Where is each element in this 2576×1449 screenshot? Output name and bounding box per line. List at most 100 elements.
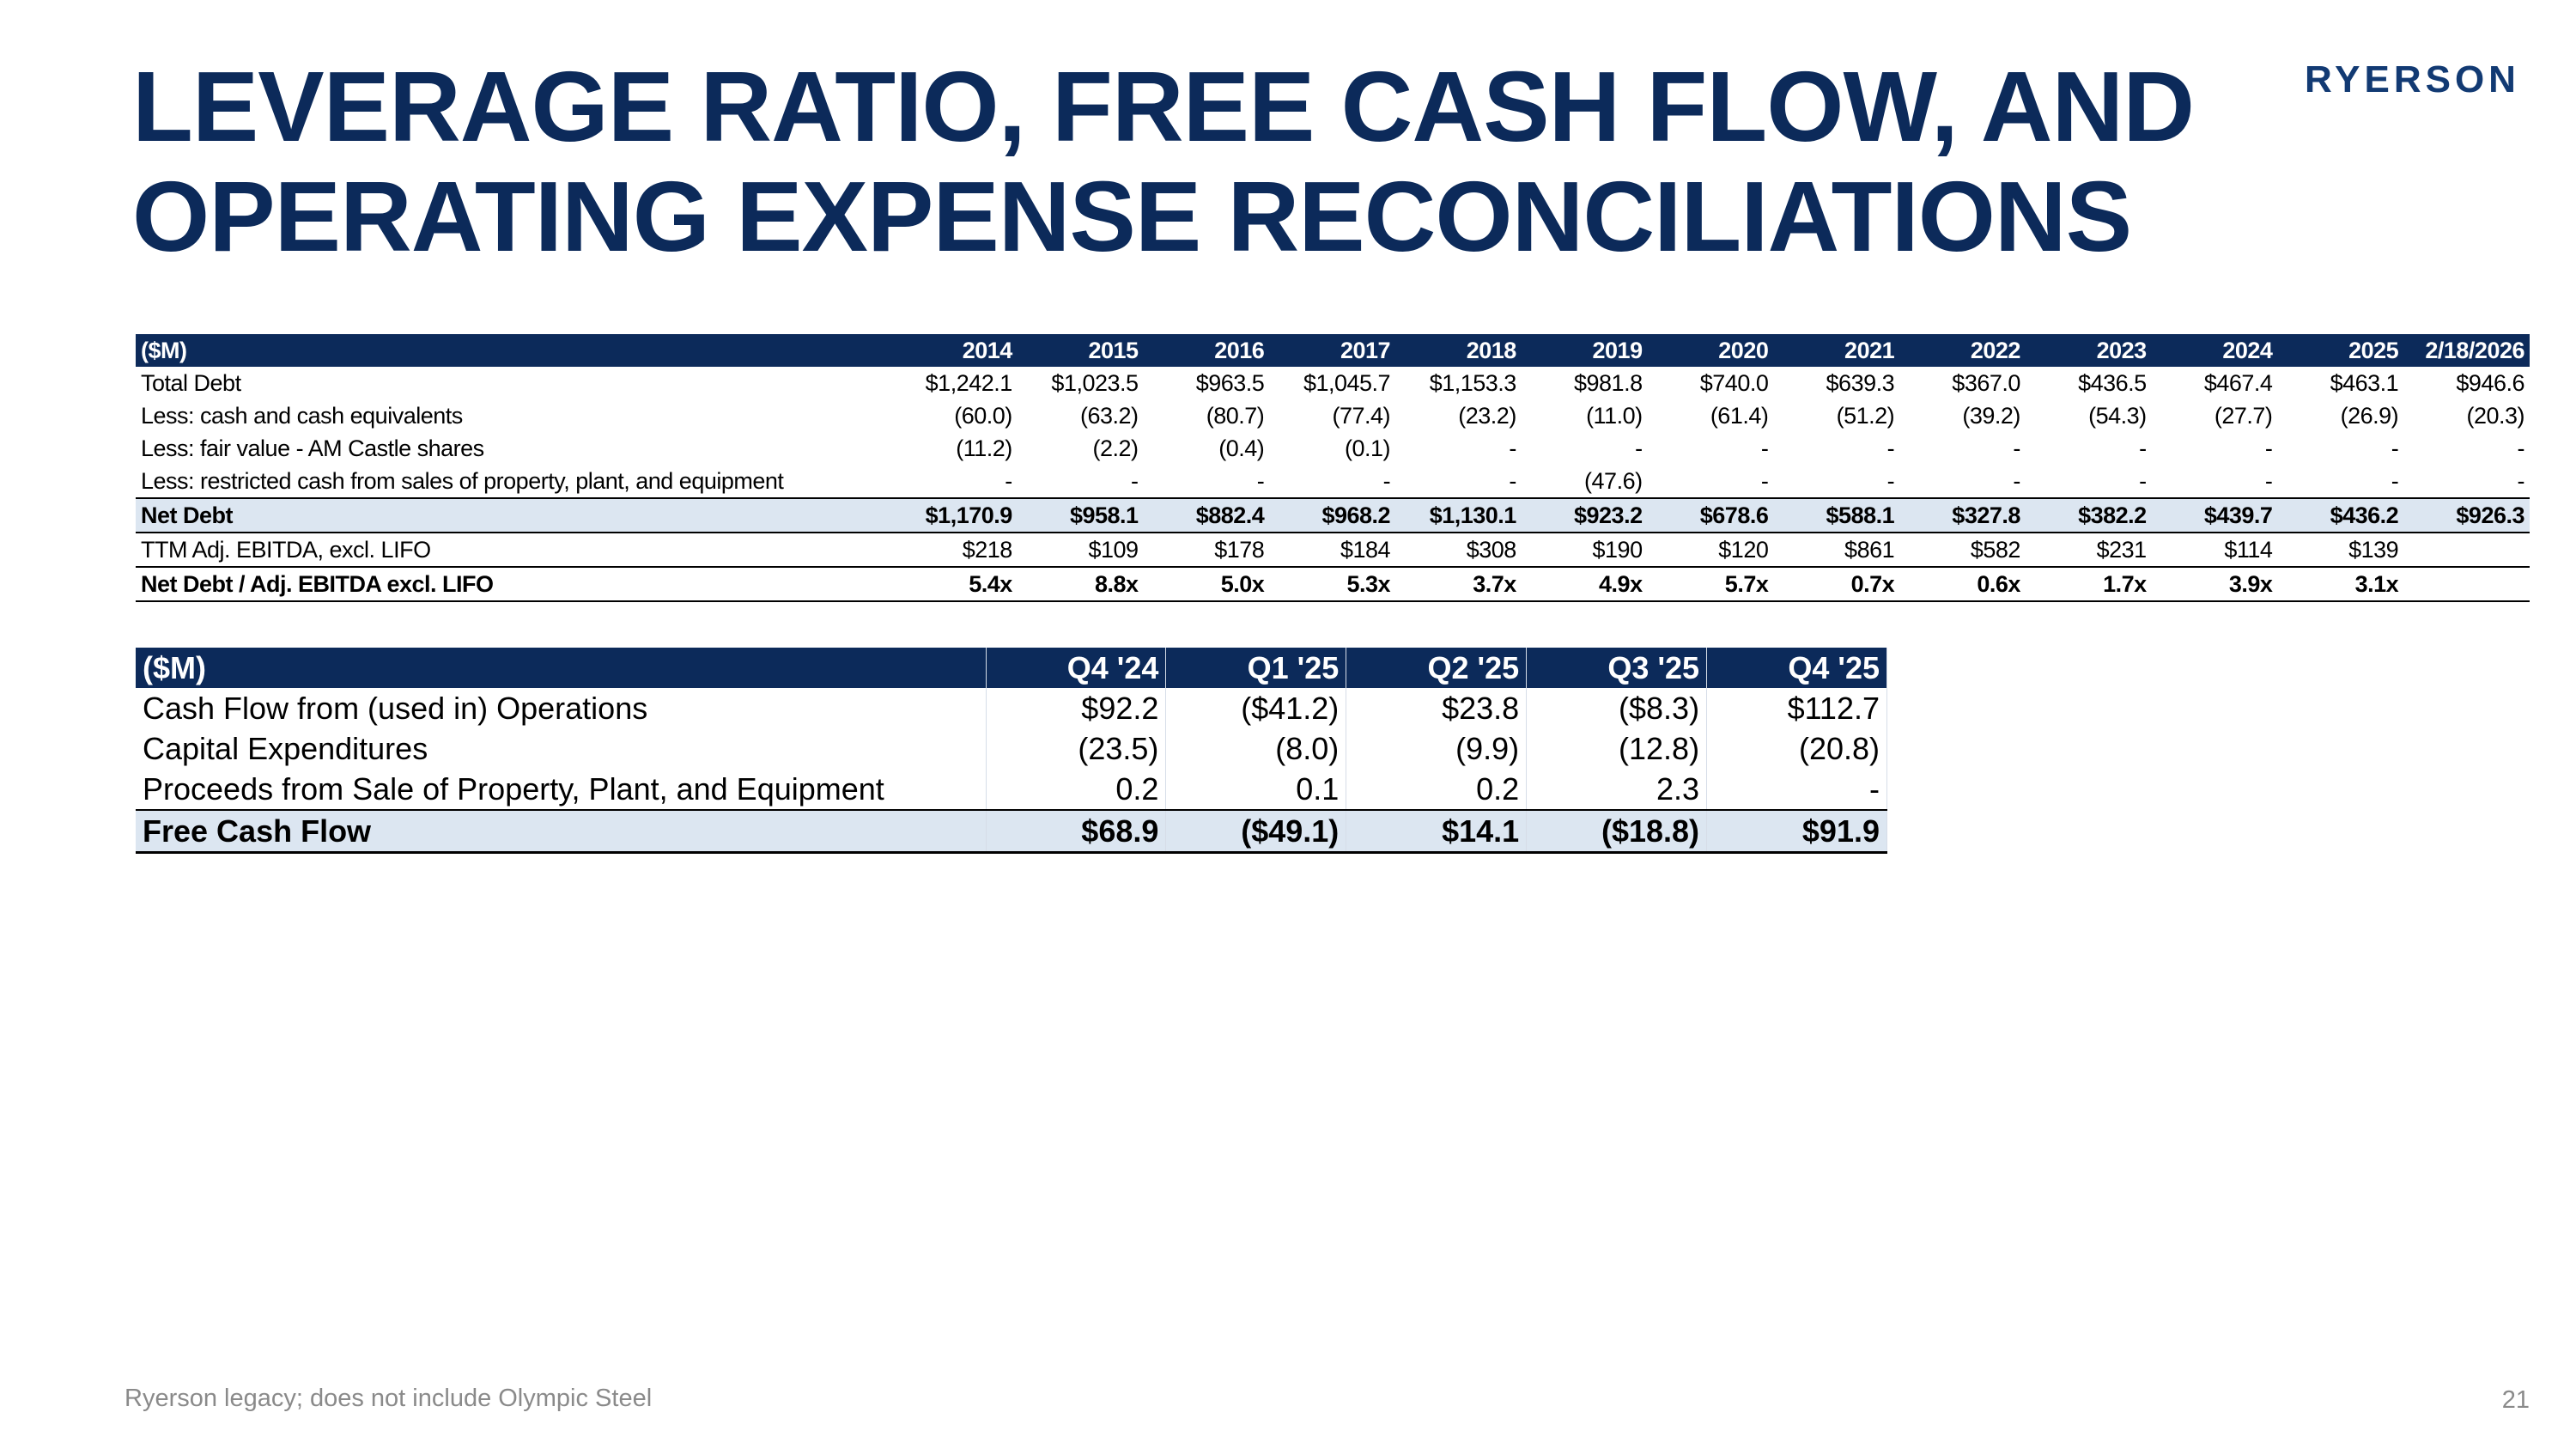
table-cell: (61.4) [1710, 402, 1769, 429]
table-cell: (20.3) [2466, 402, 2524, 429]
table-cell: $861 [1844, 536, 1895, 563]
table-cell: ($8.3) [1526, 688, 1708, 728]
table-cell: 2024 [2151, 334, 2278, 367]
table-cell: 2015 [1017, 334, 1144, 367]
table-row: Total Debt $1,242.1 $1,023.5 $963.5 $1,045.7… [136, 367, 2530, 399]
table-cell: (80.7) [1206, 402, 1265, 429]
table-cell: (39.2) [1962, 402, 2020, 429]
table-row: ($M) 2014 2015 2016 2017 2018 2019 2020 2021 2022… [136, 334, 2530, 367]
table-cell: ($18.8) [1526, 809, 1708, 854]
table-cell: 2020 [1647, 334, 1774, 367]
table-cell: - [2391, 435, 2399, 461]
table-cell: $1,170.9 [891, 497, 1018, 533]
table-cell: (23.2) [1458, 402, 1516, 429]
table-cell: (23.5) [986, 728, 1167, 769]
table-cell: (77.4) [1332, 402, 1391, 429]
table-cell: Q4 '24 [986, 648, 1167, 688]
table-cell: 2025 [2277, 334, 2404, 367]
table-cell: $958.1 [1017, 497, 1144, 533]
table-cell: 3.9x [2151, 566, 2278, 602]
table-cell: (63.2) [1079, 402, 1139, 429]
table-cell: $639.3 [1826, 369, 1895, 396]
table-cell: 0.2 [1346, 769, 1528, 810]
table-cell: ($M) [136, 648, 987, 688]
table-cell: (2.2) [1092, 435, 1139, 461]
table-cell: 2/18/2026 [2403, 334, 2530, 367]
table-cell: - [2264, 467, 2273, 494]
table-cell: - [1005, 467, 1012, 494]
table-cell: $436.5 [2078, 369, 2147, 396]
table-cell: $1,153.3 [1429, 369, 1517, 396]
table-cell: $740.0 [1699, 369, 1769, 396]
table-cell: - [1131, 467, 1139, 494]
table-cell: Capital Expenditures [136, 728, 987, 769]
table-cell: $139 [2348, 536, 2399, 563]
table-cell: - [1760, 467, 1769, 494]
table-cell: Cash Flow from (used in) Operations [136, 688, 987, 728]
table-cell: 2.3 [1526, 769, 1708, 810]
table-row: Free Cash Flow $68.9 ($49.1) $14.1 ($18.8) $9… [136, 809, 1887, 854]
table-cell: Q3 '25 [1526, 648, 1708, 688]
table-cell: $882.4 [1143, 497, 1270, 533]
table-cell: (11.2) [956, 435, 1012, 461]
table-cell: 5.7x [1647, 566, 1774, 602]
table-cell: - [1256, 467, 1265, 494]
table-cell: $439.7 [2151, 497, 2278, 533]
table-cell: (54.3) [2088, 402, 2147, 429]
title: LEVERAGE RATIO, FREE CASH FLOW, AND OPERA… [132, 51, 2195, 271]
table-cell: $946.6 [2456, 369, 2524, 396]
table-cell: $382.2 [2025, 497, 2152, 533]
title-line: LEVERAGE RATIO, FREE CASH FLOW, AND [132, 51, 2195, 162]
table-cell [2403, 566, 2530, 602]
table-cell: Q1 '25 [1165, 648, 1347, 688]
table-cell: - [1760, 435, 1769, 461]
table-cell: (47.6) [1584, 467, 1643, 494]
table-cell: (26.9) [2340, 402, 2399, 429]
table-cell: 0.6x [1899, 566, 2026, 602]
table-cell: $923.2 [1521, 497, 1648, 533]
table-cell: 4.9x [1521, 566, 1648, 602]
table-cell: Free Cash Flow [136, 809, 987, 854]
table-cell: 3.7x [1395, 566, 1522, 602]
table-cell [2403, 533, 2530, 567]
table-cell: Total Debt [141, 369, 241, 396]
table-cell: $109 [1088, 536, 1139, 563]
table-cell: (20.8) [1706, 728, 1887, 769]
table-cell: $112.7 [1706, 688, 1887, 728]
table-cell: $588.1 [1773, 497, 1900, 533]
page-number: 21 [2501, 1386, 2530, 1414]
table-cell: $190 [1592, 536, 1643, 563]
table-cell: - [2139, 435, 2147, 461]
table-cell: $92.2 [986, 688, 1167, 728]
table-cell: 3.1x [2277, 566, 2404, 602]
table-cell: Net Debt [136, 497, 891, 533]
table-cell: 0.7x [1773, 566, 1900, 602]
table-row: Net Debt $1,170.9 $958.1 $882.4 $968.2 $1,130… [136, 497, 2530, 533]
table-cell: 2019 [1521, 334, 1648, 367]
table-cell: 5.3x [1269, 566, 1396, 602]
table-cell: $308 [1466, 536, 1517, 563]
table-cell: $120 [1718, 536, 1769, 563]
table-cell: (0.4) [1218, 435, 1265, 461]
table-cell: $1,130.1 [1395, 497, 1522, 533]
table-cell: $582 [1970, 536, 2021, 563]
table-cell: 2022 [1899, 334, 2026, 367]
table-row: ($M) Q4 '24 Q1 '25 Q2 '25 Q3 '25 Q4 '25 [136, 648, 1887, 688]
table-cell: - [1509, 467, 1516, 494]
table-cell: $114 [2224, 536, 2273, 563]
table-cell: Q4 '25 [1706, 648, 1887, 688]
table-cell: $926.3 [2403, 497, 2530, 533]
table-cell: $963.5 [1195, 369, 1265, 396]
table-cell: $178 [1214, 536, 1265, 563]
table-cell: - [1886, 435, 1895, 461]
table-cell: $23.8 [1346, 688, 1528, 728]
table-cell: Less: restricted cash from sales of prop… [141, 467, 784, 494]
table-cell: Net Debt / Adj. EBITDA excl. LIFO [136, 566, 891, 602]
leverage-table: ($M) 2014 2015 2016 2017 2018 2019 2020 2021 2022… [136, 334, 2530, 602]
table-cell: 5.0x [1143, 566, 1270, 602]
table-cell: 2018 [1395, 334, 1522, 367]
table-cell: (27.7) [2214, 402, 2273, 429]
table-row: Less: fair value - AM Castle shares (11.2… [136, 432, 2530, 465]
table-cell: $91.9 [1706, 809, 1887, 854]
table-cell: $14.1 [1346, 809, 1528, 854]
